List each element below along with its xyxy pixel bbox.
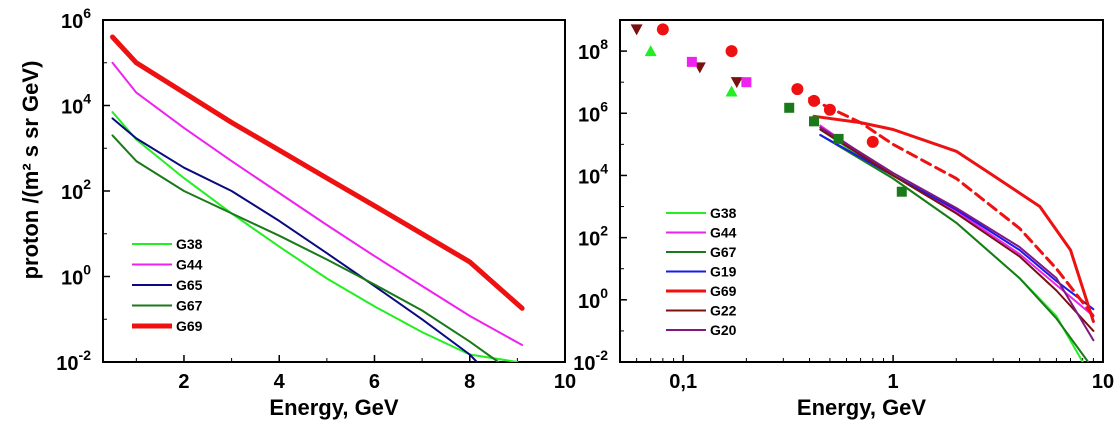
data-marker-triangle-down [730,77,743,89]
x-tick-label: 6 [369,371,380,393]
series-line-g67 [819,134,1090,362]
x-tick-label: 10 [1092,371,1114,393]
chart-panel-2: 0,1 1 10 10-2 100 102 104 106 108 Energy, GeV G38 G… [573,19,1114,420]
y-tick-label: 102 [61,176,91,204]
x-tick-label: 4 [274,371,286,393]
series-group [808,96,1095,362]
series-line-g38 [819,128,1084,362]
legend-label-g38: G38 [176,236,203,252]
x-tick-label: 2 [178,371,189,393]
data-marker-circle [725,45,738,58]
x-tick-label: 8 [464,371,475,393]
y-tick-label: 10-2 [56,347,91,375]
plot-frame [102,19,566,363]
y-tick-label: 104 [61,91,91,119]
y-tick-label: 102 [578,223,608,251]
chart-panel-1: 2 4 6 8 10 10-2 100 102 104 106 Energy, GeV proton … [18,5,576,420]
series-line-g38 [111,111,519,362]
data-marker-triangle-down [630,24,643,36]
legend-label-g67: G67 [176,298,203,314]
x-axis-label: Energy, GeV [797,395,927,420]
legend-label-g19: G19 [710,264,737,280]
legend-label-g38: G38 [710,205,737,221]
plot-frame [619,19,1104,363]
data-marker-circle [791,83,804,96]
legend-label-g22: G22 [710,303,737,319]
series-line-g20 [819,126,1095,342]
y-tick-label: 106 [578,98,608,126]
legend-label-g44: G44 [176,257,203,273]
series-line-g22 [819,128,1095,332]
legend-label-g65: G65 [176,277,203,293]
x-axis-label: Energy, GeV [269,395,399,420]
series-line-g69 [110,34,525,311]
y-tick-label: 100 [61,262,91,290]
data-marker-triangle-up [644,45,657,57]
series-line-dashed [808,96,1095,318]
legend-label-g44: G44 [710,225,737,241]
data-marker-square [896,186,907,197]
y-tick-label: 104 [578,160,608,188]
data-marker-triangle-up [725,85,738,97]
series-line-g44 [111,61,524,346]
x-tick-label: 10 [554,371,576,393]
legend-label-g20: G20 [710,322,737,338]
y-tick-label: 10-2 [573,347,608,375]
series-line-g67 [111,134,500,362]
series-line-g69 [812,114,1095,323]
data-marker-square [741,77,752,88]
y-tick-label: 106 [61,5,91,33]
data-marker-circle [866,135,879,148]
x-tick-label: 1 [888,371,899,393]
data-marker-square [833,133,844,144]
data-marker-square [809,116,820,127]
data-marker-circle [808,94,821,107]
legend-label-g67: G67 [710,244,737,260]
data-marker-square [784,102,795,113]
series-line-g65 [111,117,478,362]
y-tick-label: 108 [578,36,608,64]
x-tick-label: 0,1 [669,371,697,393]
data-marker-circle [656,23,669,36]
y-axis-label: proton /(m² s sr GeV) [18,61,43,280]
y-tick-label: 100 [578,285,608,313]
data-marker-square [686,56,697,67]
series-group [110,34,525,362]
legend-label-g69: G69 [710,283,737,299]
legend-label-g69: G69 [176,318,203,334]
data-marker-circle [823,103,836,116]
